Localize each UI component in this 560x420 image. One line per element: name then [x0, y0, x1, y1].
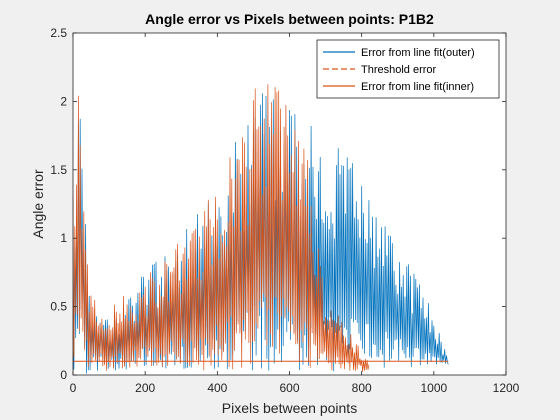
y-tick-label: 0	[60, 368, 67, 382]
y-axis-label: Angle error	[30, 169, 46, 239]
x-tick-label: 1200	[493, 381, 520, 395]
x-axis-label: Pixels between points	[222, 400, 357, 416]
y-tick-label: 1	[60, 231, 67, 245]
x-tick-label: 600	[279, 381, 299, 395]
legend-entry: Threshold error	[361, 64, 437, 76]
legend-box	[316, 39, 500, 99]
x-tick-label: 0	[70, 381, 77, 395]
y-tick-label: 2.5	[50, 26, 67, 40]
series-line-2	[73, 84, 370, 372]
y-tick-label: 2	[60, 94, 67, 108]
x-tick-label: 400	[207, 381, 227, 395]
x-tick-label: 800	[352, 381, 372, 395]
y-tick-label: 1.5	[50, 163, 67, 177]
series-layer	[73, 84, 449, 374]
y-tick-label: 0.5	[50, 300, 67, 314]
legend: Error from line fit(outer) Threshold erro…	[316, 39, 500, 99]
legend-entry: Error from line fit(inner)	[361, 81, 474, 93]
x-tick-label: 200	[135, 381, 155, 395]
x-tick-label: 1000	[420, 381, 447, 395]
chart-title: Angle error vs Pixels between points: P1…	[145, 11, 434, 27]
axes-layer: 0 200 400 600 800 1000 1200 0 0.5 1 1.5 2 2.5	[50, 26, 519, 395]
legend-entry: Error from line fit(outer)	[361, 47, 475, 59]
